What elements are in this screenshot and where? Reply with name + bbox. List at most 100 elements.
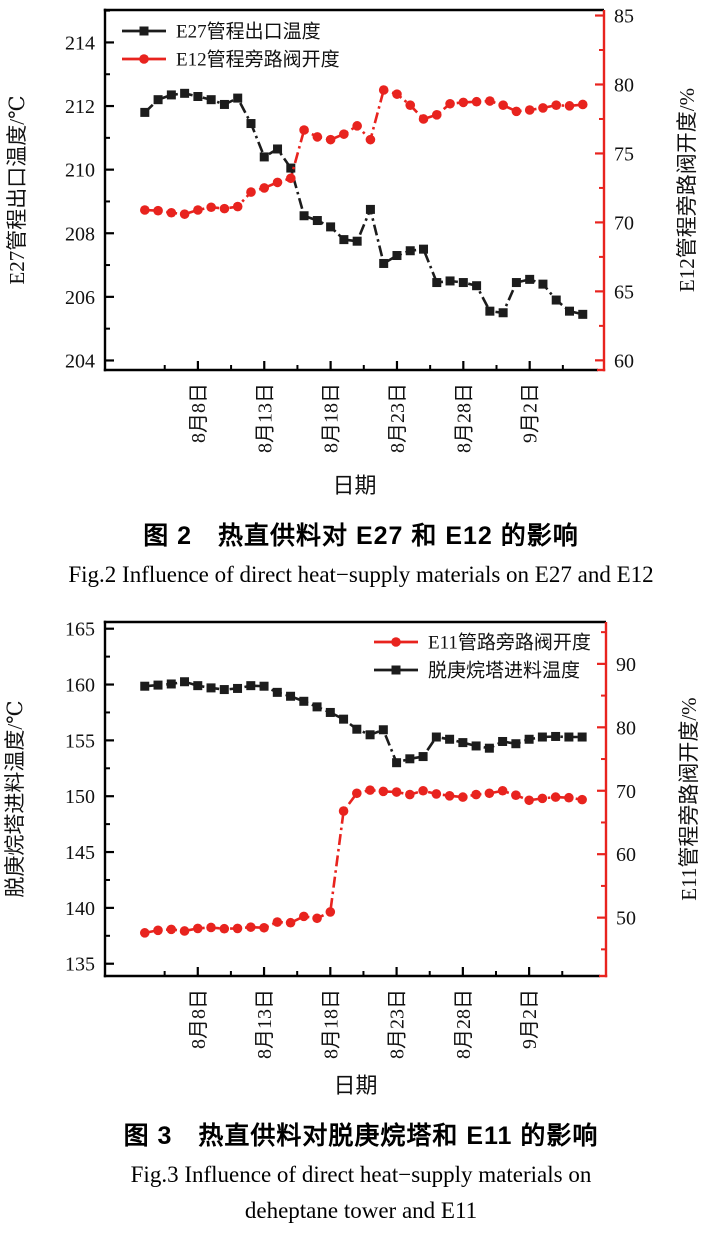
data-point-square bbox=[166, 90, 176, 100]
data-point-circle bbox=[232, 923, 243, 934]
data-point-square bbox=[180, 677, 190, 687]
data-point-circle bbox=[444, 791, 455, 801]
svg-text:212: 212 bbox=[65, 96, 95, 118]
svg-text:145: 145 bbox=[65, 842, 95, 864]
data-point-circle bbox=[431, 110, 442, 120]
data-point-square bbox=[432, 278, 442, 288]
data-point-square bbox=[219, 99, 229, 109]
figure2-block: 204 206 208 210 212 214 60 65 70 75 80 85 8月8日 8月13日 8… bbox=[0, 0, 722, 588]
data-point-circle bbox=[391, 787, 402, 797]
svg-text:214: 214 bbox=[65, 32, 95, 54]
legend-marker-square bbox=[139, 26, 149, 36]
svg-text:204: 204 bbox=[65, 350, 95, 372]
svg-text:85: 85 bbox=[614, 6, 634, 28]
data-point-circle bbox=[485, 96, 495, 106]
data-point-circle bbox=[219, 203, 230, 214]
data-point-circle bbox=[206, 202, 216, 213]
data-point-circle bbox=[418, 114, 429, 124]
legend-label: E27管程出口温度 bbox=[176, 21, 321, 43]
svg-text:8月8日: 8月8日 bbox=[188, 383, 210, 443]
data-point-circle bbox=[153, 925, 163, 936]
data-point-circle bbox=[206, 922, 216, 933]
legend-label: 脱庚烷塔进料温度 bbox=[428, 660, 580, 682]
data-point-square bbox=[379, 258, 389, 268]
data-point-circle bbox=[577, 794, 587, 805]
data-point-circle bbox=[458, 97, 469, 108]
svg-text:208: 208 bbox=[65, 223, 95, 245]
series-black bbox=[140, 88, 588, 319]
data-point-circle bbox=[550, 792, 561, 802]
data-point-square bbox=[299, 211, 309, 221]
data-point-square bbox=[564, 732, 574, 742]
data-point-circle bbox=[352, 121, 362, 131]
data-point-square bbox=[166, 679, 176, 689]
left-axis-title: E27管程出口温度/℃ bbox=[5, 95, 29, 284]
data-point-circle bbox=[285, 173, 296, 184]
data-point-square bbox=[498, 308, 508, 318]
data-point-square bbox=[537, 732, 547, 742]
data-point-circle bbox=[445, 98, 455, 109]
data-point-square bbox=[431, 732, 441, 742]
data-point-square bbox=[577, 732, 587, 742]
data-point-circle bbox=[431, 789, 442, 799]
data-point-square bbox=[365, 204, 375, 214]
data-point-circle bbox=[272, 917, 283, 927]
legend-label: E12管程旁路阀开度 bbox=[176, 49, 340, 71]
right-axis: 50 60 70 80 90 bbox=[597, 631, 636, 951]
data-point-square bbox=[392, 251, 402, 261]
series-red bbox=[139, 785, 587, 938]
data-point-square bbox=[153, 680, 163, 690]
svg-text:155: 155 bbox=[65, 730, 95, 752]
figure3-caption-en-line2: deheptane tower and E11 bbox=[244, 1198, 478, 1223]
data-point-circle bbox=[232, 201, 243, 212]
data-point-circle bbox=[497, 785, 508, 796]
svg-text:150: 150 bbox=[65, 786, 95, 808]
svg-text:8月28日: 8月28日 bbox=[453, 383, 475, 453]
svg-text:9月2日: 9月2日 bbox=[520, 383, 542, 443]
left-axis: 204 206 208 210 212 214 bbox=[65, 9, 114, 372]
data-point-circle bbox=[166, 207, 177, 218]
data-point-square bbox=[498, 736, 508, 746]
data-point-square bbox=[485, 306, 495, 316]
data-point-circle bbox=[312, 913, 322, 924]
svg-text:206: 206 bbox=[65, 287, 95, 309]
svg-text:140: 140 bbox=[65, 898, 95, 920]
data-point-square bbox=[458, 738, 468, 748]
svg-text:210: 210 bbox=[65, 160, 95, 182]
data-point-circle bbox=[179, 209, 190, 219]
data-point-circle bbox=[524, 795, 534, 806]
data-point-square bbox=[392, 758, 402, 768]
data-point-circle bbox=[219, 923, 230, 934]
data-point-circle bbox=[511, 790, 521, 800]
data-point-square bbox=[365, 730, 375, 740]
data-point-square bbox=[259, 152, 269, 162]
data-point-circle bbox=[471, 789, 481, 800]
legend: E27管程出口温度 E12管程旁路阀开度 bbox=[122, 21, 340, 71]
data-point-square bbox=[339, 235, 349, 245]
data-point-circle bbox=[338, 806, 349, 816]
data-point-square bbox=[551, 295, 561, 305]
data-point-square bbox=[140, 681, 150, 691]
svg-text:75: 75 bbox=[614, 143, 634, 165]
figure3-caption-zh: 图 3 热直供料对脱庚烷塔和 E11 的影响 bbox=[123, 1122, 599, 1150]
right-axis-title: E11管程旁路阀开度/% bbox=[677, 697, 701, 900]
data-point-square bbox=[246, 119, 256, 129]
plot-frame bbox=[103, 8, 606, 372]
data-point-circle bbox=[564, 792, 574, 803]
data-point-circle bbox=[365, 134, 376, 145]
data-point-circle bbox=[272, 177, 283, 188]
data-point-square bbox=[352, 724, 362, 734]
data-point-square bbox=[312, 216, 322, 226]
data-point-circle bbox=[392, 89, 402, 99]
figure3-caption-en-line1: Fig.3 Influence of direct heat−supply ma… bbox=[130, 1162, 592, 1187]
svg-text:8月8日: 8月8日 bbox=[188, 989, 210, 1049]
data-point-square bbox=[312, 702, 322, 712]
data-point-square bbox=[484, 743, 494, 753]
data-point-square bbox=[419, 244, 429, 254]
data-point-circle bbox=[405, 789, 415, 800]
data-point-circle bbox=[259, 183, 270, 193]
data-point-square bbox=[458, 278, 468, 288]
data-point-circle bbox=[484, 788, 495, 799]
